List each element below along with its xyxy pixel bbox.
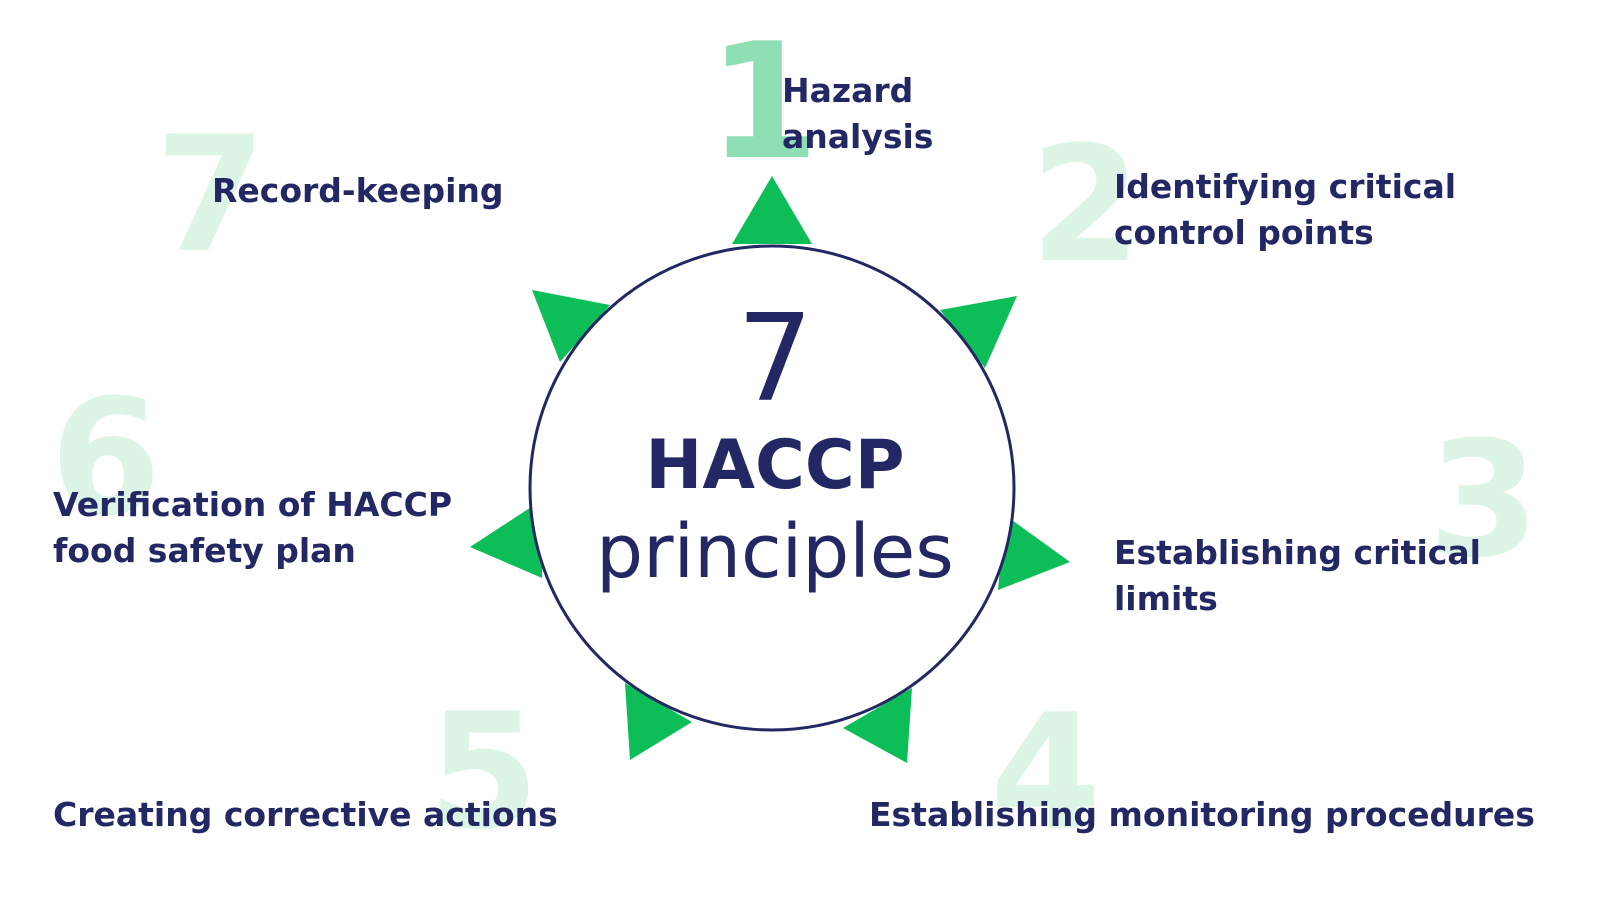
principle-7-line1: Record-keeping xyxy=(212,171,504,210)
principle-4-label: Establishing monitoring procedures xyxy=(869,792,1535,838)
center-circle xyxy=(528,244,1016,732)
ray-bottom-right xyxy=(843,688,912,763)
center-subtitle: principles xyxy=(596,509,954,595)
principle-2-number: 2 xyxy=(1030,111,1142,298)
principle-6-line2: food safety plan xyxy=(53,531,356,570)
principle-4-line1: Establishing monitoring procedures xyxy=(869,795,1535,834)
ray-top-right xyxy=(940,296,1017,368)
principle-1-number: 1 xyxy=(708,8,820,195)
principle-5-line1: Creating corrective actions xyxy=(53,795,558,834)
principle-5-label: Creating corrective actions xyxy=(53,792,558,838)
principle-3-line2: limits xyxy=(1114,579,1218,618)
center-number: 7 xyxy=(736,290,814,429)
principle-6-label: Verification of HACCP food safety plan xyxy=(53,482,452,574)
principle-1-line2: analysis xyxy=(782,117,934,156)
sun-rays xyxy=(470,176,1070,763)
principle-5-number: 5 xyxy=(428,678,540,865)
principle-6-line1: Verification of HACCP xyxy=(53,485,453,524)
ray-right xyxy=(998,515,1070,590)
ray-left xyxy=(470,500,542,578)
principle-2-line2: control points xyxy=(1114,213,1374,252)
principle-3-line1: Establishing critical xyxy=(1114,533,1481,572)
principle-7-number: 7 xyxy=(155,101,267,288)
ray-top-left xyxy=(532,290,610,362)
principle-2-line1: Identifying critical xyxy=(1114,167,1457,206)
principle-3-number: 3 xyxy=(1428,406,1540,593)
center-title: HACCP xyxy=(645,426,905,505)
ray-bottom-left xyxy=(625,683,692,760)
principle-1-label: Hazard analysis xyxy=(782,68,933,160)
ray-top xyxy=(732,176,812,244)
principle-7-label: Record-keeping xyxy=(212,168,504,214)
principle-4-number: 4 xyxy=(990,679,1102,866)
principle-2-label: Identifying critical control points xyxy=(1114,164,1456,256)
principle-3-label: Establishing critical limits xyxy=(1114,530,1481,622)
principle-1-line1: Hazard xyxy=(782,71,914,110)
principle-6-number: 6 xyxy=(50,364,162,551)
